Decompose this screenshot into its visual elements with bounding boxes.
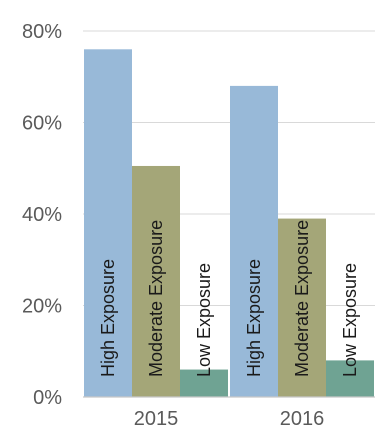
bar	[278, 218, 326, 397]
y-tick-label: 40%	[22, 204, 62, 226]
y-tick-label: 20%	[22, 296, 62, 318]
bar-label: High Exposure	[244, 259, 264, 377]
y-axis-ticks: 0% 20% 40% 60% 80%	[22, 21, 62, 409]
bar-label: High Exposure	[98, 259, 118, 377]
bar	[326, 360, 374, 397]
x-axis-categories: 2015 2016	[134, 408, 325, 430]
y-tick-label: 80%	[22, 21, 62, 43]
bar-labels: High Exposure Moderate Exposure Low Exposu…	[98, 220, 360, 377]
bar	[230, 85, 278, 398]
bar-label: Moderate Exposure	[146, 220, 166, 377]
bar-label: Low Exposure	[194, 263, 214, 377]
bars	[84, 49, 374, 398]
bar-label: Moderate Exposure	[292, 220, 312, 377]
bar-label: Low Exposure	[340, 263, 360, 377]
x-tick-label: 2015	[134, 408, 179, 430]
x-tick-label: 2016	[280, 408, 325, 430]
y-tick-label: 60%	[22, 113, 62, 135]
bar	[84, 49, 132, 398]
bar	[132, 165, 180, 397]
y-tick-label: 0%	[33, 387, 62, 409]
bar	[180, 369, 228, 397]
